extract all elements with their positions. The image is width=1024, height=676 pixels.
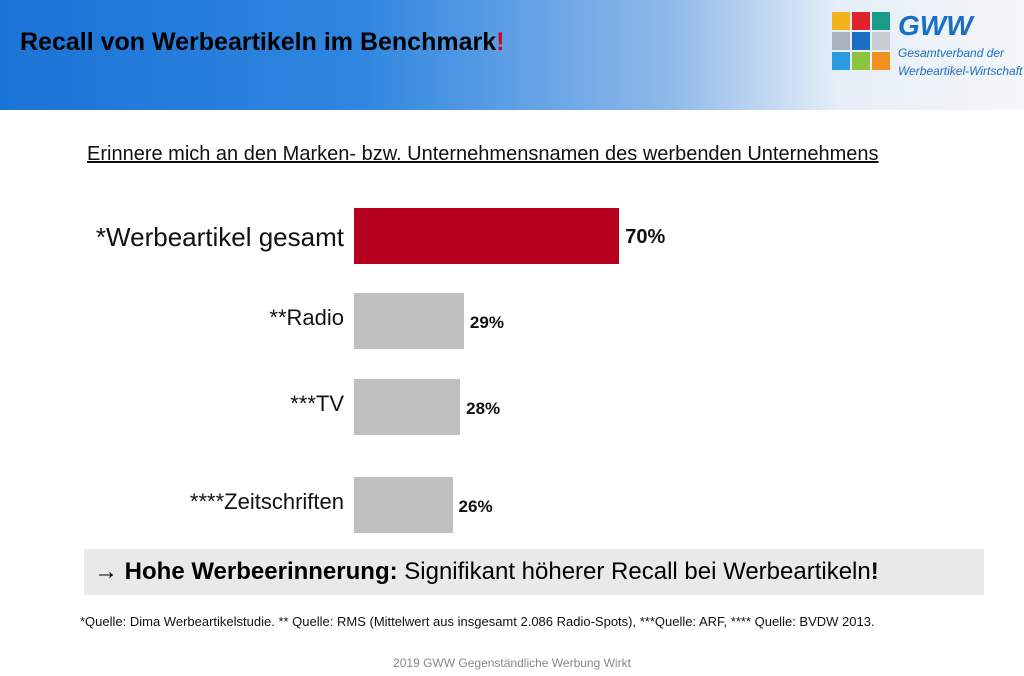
logo-name: GWW — [898, 10, 973, 41]
bar — [354, 477, 453, 533]
value-label: 70% — [625, 226, 666, 248]
title-text: Recall von Werbeartikeln im Benchmark — [20, 28, 497, 56]
conclusion-bold: Hohe Werbeerinnerung: — [124, 558, 398, 585]
category-label: ****Zeitschriften — [189, 489, 344, 514]
bar — [354, 293, 464, 349]
chart-title: Erinnere mich an den Marken- bzw. Untern… — [87, 143, 879, 165]
category-label: *Werbeartikel gesamt — [95, 222, 344, 252]
source-note: *Quelle: Dima Werbeartikelstudie. ** Que… — [80, 614, 875, 629]
arrow-icon: → — [94, 558, 118, 585]
value-label: 26% — [458, 497, 493, 516]
header-banner: Recall von Werbeartikeln im Benchmark! G… — [0, 0, 1024, 110]
value-label: 29% — [469, 313, 504, 332]
category-label: **Radio — [269, 305, 344, 330]
category-label: ***TV — [290, 391, 344, 416]
bar — [354, 379, 461, 435]
bar — [354, 208, 620, 264]
conclusion-box: → Hohe Werbeerinnerung: Signifikant höhe… — [84, 549, 984, 595]
gww-logo: GWW Gesamtverband der Werbeartikel-Wirts… — [832, 10, 1024, 82]
logo-line1: Gesamtverband der — [898, 46, 1005, 60]
title-exclamation: ! — [496, 28, 505, 56]
slide-title: Recall von Werbeartikeln im Benchmark! — [20, 28, 504, 57]
conclusion-text: Signifikant höherer Recall bei Werbearti… — [397, 558, 871, 585]
conclusion-mark: ! — [870, 558, 879, 585]
footer: 2019 GWW Gegenständliche Werbung Wirkt — [393, 656, 631, 670]
logo-line2: Werbeartikel-Wirtschaft — [898, 64, 1023, 78]
value-label: 28% — [466, 399, 501, 418]
